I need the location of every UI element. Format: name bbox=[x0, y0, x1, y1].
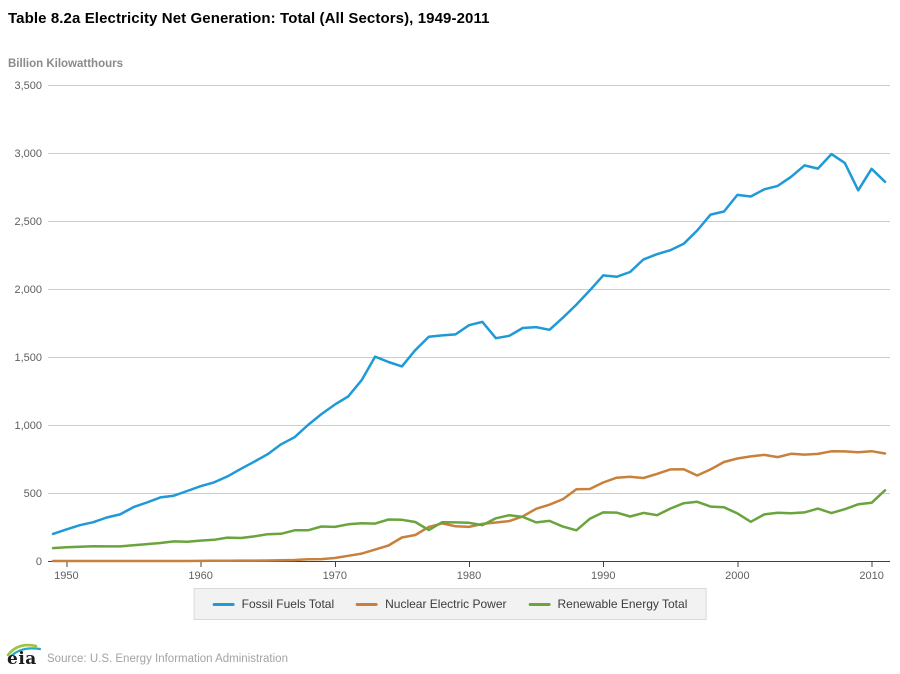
logo-blue-arc bbox=[8, 647, 42, 658]
logo-green-arc bbox=[6, 643, 38, 657]
chart-plot-area[interactable]: 0 500 1,000 1,500 2,000 2,500 3,000 3,500 1950 19… bbox=[0, 0, 900, 582]
legend-item-nuclear-electric-power[interactable]: Nuclear Electric Power bbox=[356, 597, 506, 611]
series-line-nuclear-electric-power[interactable] bbox=[51, 449, 887, 563]
footer: eia Source: U.S. Energy Information Admi… bbox=[0, 638, 900, 674]
legend-item-fossil-fuels-total[interactable]: Fossil Fuels Total bbox=[212, 597, 335, 611]
y-tick-label: 3,500 bbox=[14, 80, 42, 92]
legend-label-fossil-fuels-total: Fossil Fuels Total bbox=[241, 597, 335, 611]
chart-svg: 0 500 1,000 1,500 2,000 2,500 3,000 3,500 1950 19… bbox=[14, 80, 890, 582]
x-tick-label: 2000 bbox=[725, 570, 749, 580]
eia-logo-swoosh-icon bbox=[6, 643, 42, 658]
legend-swatch-renewable-energy-total bbox=[528, 602, 551, 606]
y-tick-label: 1,000 bbox=[14, 420, 42, 432]
x-tick-label: 1960 bbox=[188, 570, 212, 580]
eia-logo: eia bbox=[6, 640, 44, 672]
x-tick-label: 1950 bbox=[54, 570, 78, 580]
chart-title: Table 8.2a Electricity Net Generation: T… bbox=[8, 10, 490, 27]
legend-label-nuclear-electric-power: Nuclear Electric Power bbox=[385, 597, 507, 611]
x-tick-label: 1990 bbox=[591, 570, 615, 580]
y-tick-label: 3,000 bbox=[14, 148, 42, 160]
y-tick-label: 1,500 bbox=[14, 352, 42, 364]
eia-logo-text: eia bbox=[7, 649, 37, 669]
chart-legend: Fossil Fuels Total Nuclear Electric Powe… bbox=[193, 588, 707, 620]
y-tick-label: 0 bbox=[36, 556, 42, 568]
x-tick-label: 1970 bbox=[323, 570, 347, 580]
series-line-renewable-energy-total[interactable] bbox=[51, 489, 887, 550]
y-tick-label: 2,000 bbox=[14, 284, 42, 296]
series-line-fossil-fuels-total[interactable] bbox=[51, 152, 887, 536]
source-attribution: Source: U.S. Energy Information Administ… bbox=[47, 653, 288, 665]
legend-label-renewable-energy-total: Renewable Energy Total bbox=[557, 597, 688, 611]
legend-swatch-fossil-fuels-total bbox=[212, 602, 235, 606]
y-axis-unit-label: Billion Kilowatthours bbox=[8, 58, 123, 70]
legend-item-renewable-energy-total[interactable]: Renewable Energy Total bbox=[528, 597, 687, 611]
x-tick-label: 1980 bbox=[457, 570, 481, 580]
legend-swatch-nuclear-electric-power bbox=[356, 602, 379, 606]
y-tick-label: 2,500 bbox=[14, 216, 42, 228]
x-tick-label: 2010 bbox=[859, 570, 883, 580]
y-tick-label: 500 bbox=[24, 488, 42, 500]
